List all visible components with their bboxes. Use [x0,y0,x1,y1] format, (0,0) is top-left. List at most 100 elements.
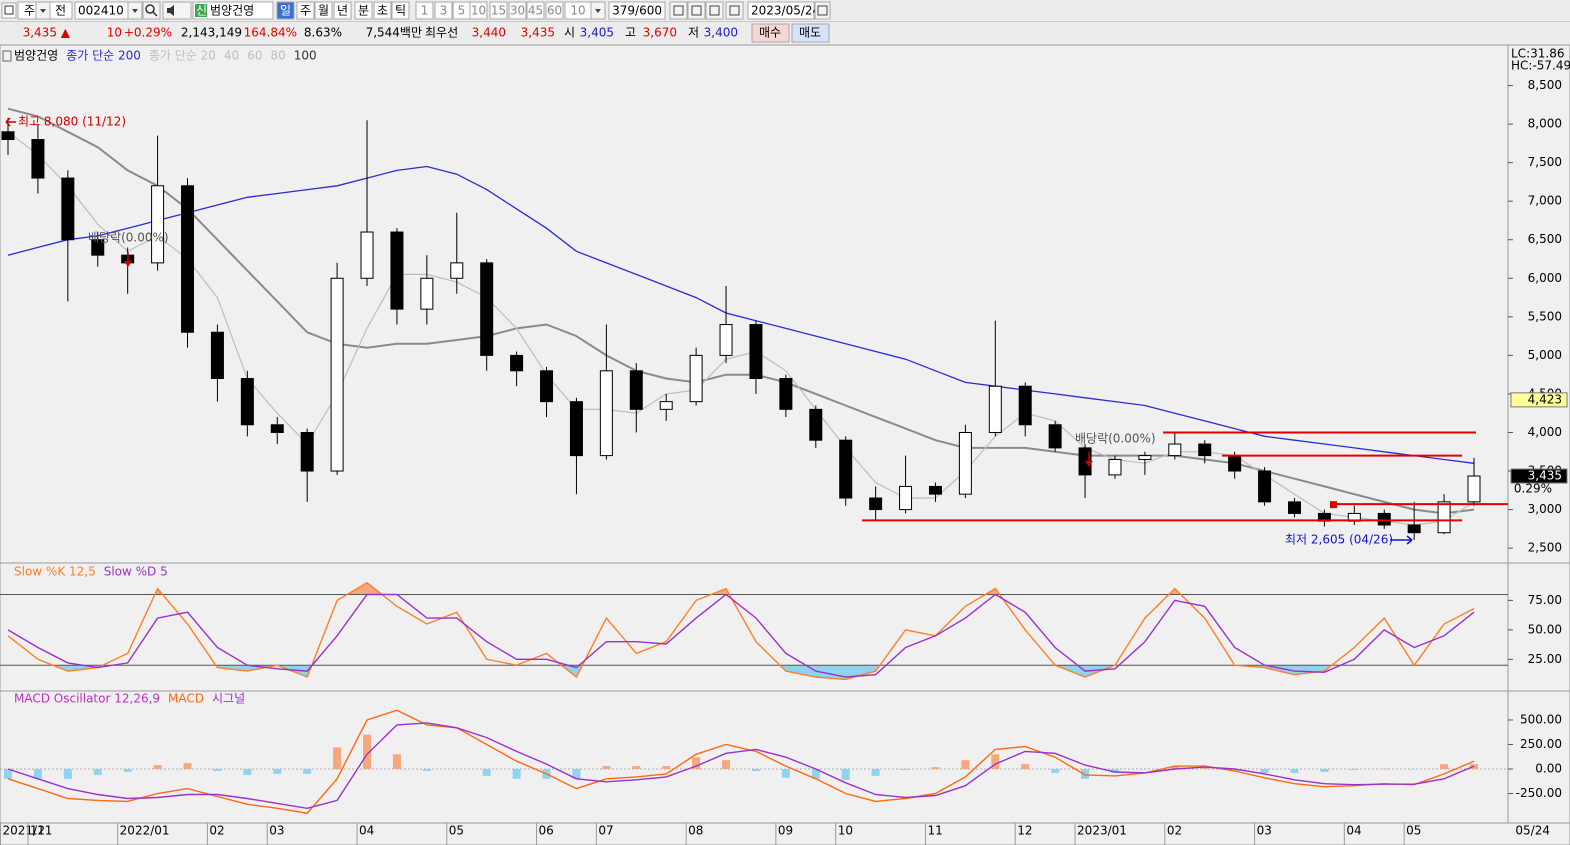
interval-button[interactable] [415,1,434,20]
candle-body [988,385,1002,433]
candle-body [360,231,374,279]
count-label[interactable]: 10 [570,4,585,18]
legend-entry: 종가 단순 20 [149,49,216,63]
oversold-area [8,665,1474,680]
interval-label[interactable]: 45 [528,4,543,18]
sound-button[interactable] [162,1,192,20]
y-tick-label: 5,500 [1528,309,1562,323]
period-label[interactable]: 초 [377,4,388,18]
oscillator-bar [153,765,162,770]
stock-name: 범양건영 [210,4,254,18]
price-marker [1510,468,1568,484]
period-label[interactable]: 주 [300,4,311,18]
badge-label: 신 [196,4,207,18]
time-label: 2023/01 [1077,824,1127,838]
tool-button[interactable] [669,1,688,20]
dropdown-arrow [40,9,46,13]
y-tick-label: -250.00 [1516,786,1562,800]
menu-icon[interactable] [1,2,17,19]
oscillator-bar [572,769,581,779]
stock-code[interactable]: 002410 [78,4,124,18]
candle-body [779,378,793,410]
time-label: 05/24 [1515,824,1550,838]
oscillator-bar [901,769,910,770]
candle-body [839,439,853,499]
interval-label[interactable]: 1 [421,4,429,18]
quote-turnover: 8.63% [304,26,342,40]
time-axis-area [0,822,1570,845]
type-button[interactable] [49,1,73,20]
interval-button[interactable] [526,1,545,20]
period-button[interactable] [276,1,295,20]
tool-icon [673,5,684,16]
date-field[interactable] [747,1,815,20]
oscillator-bar [93,769,102,775]
annotation: 배당락(0.00%) [88,231,169,245]
tool-icon [691,5,702,16]
interval-button[interactable] [489,1,508,20]
search-icon [145,4,155,14]
interval-label[interactable]: 60 [547,4,562,18]
tool-button[interactable] [687,1,706,20]
interval-button[interactable] [469,1,488,20]
legend-entry: 시그널 [212,692,245,706]
overbought-area [154,582,1181,595]
search-icon [152,11,158,17]
sell-button[interactable] [791,23,830,43]
quote-high-label: 고 [625,26,636,40]
time-label: 12 [1017,824,1032,838]
oscillator-bar [602,766,611,770]
annotation: 배당락(0.00%) [1075,432,1156,446]
candle-body [480,262,494,356]
interval-label[interactable]: 3 [440,4,448,18]
quote-open: 3,405 [580,26,614,40]
oscillator-bar [243,769,252,775]
calendar-icon [817,5,828,16]
period-button[interactable] [333,1,352,20]
tool-icon [729,5,740,16]
period-button[interactable] [373,1,392,20]
buy-button[interactable] [751,23,790,43]
quote-change-pct: +0.29% [124,26,172,40]
interval-label[interactable]: 5 [458,4,466,18]
quote-open-label: 시 [564,26,575,40]
period-button[interactable] [354,1,373,20]
candle-body [569,401,583,457]
candle-body [91,239,105,256]
interval-label[interactable]: 15 [491,4,506,18]
time-label: 08 [688,824,703,838]
candle-body [1048,424,1062,449]
interval-button[interactable] [545,1,564,20]
market-label[interactable]: 주 [24,4,35,18]
period-label[interactable]: 년 [337,4,348,18]
period-button[interactable] [296,1,315,20]
range-field [608,1,666,20]
y-tick-label: 6,000 [1528,271,1562,285]
tool-button[interactable] [725,1,744,20]
interval-label[interactable]: 30 [510,4,525,18]
candle-body [958,431,972,495]
legend-entry: MACD Oscillator 12,26,9 [14,692,160,706]
legend-entry: 40 [224,49,239,63]
calendar-button[interactable] [814,1,831,20]
date-label[interactable]: 2023/05/24 [751,4,820,18]
period-label[interactable]: 일 [280,4,291,18]
tool-button[interactable] [705,1,724,20]
interval-button[interactable] [434,1,453,20]
buy-label[interactable]: 매수 [759,26,781,40]
interval-label[interactable]: 10 [471,4,486,18]
oscillator-bar [63,769,72,779]
period-label[interactable]: 틱 [395,4,406,18]
y-tick-label: 8,000 [1528,117,1562,131]
period-label[interactable]: 분 [358,4,369,18]
type-label[interactable]: 전 [55,4,66,18]
period-button[interactable] [314,1,333,20]
period-button[interactable] [391,1,410,20]
candle-body [1287,501,1301,514]
legend-entry: Slow %D 5 [104,565,168,579]
interval-button[interactable] [508,1,527,20]
indicator-line [7,593,1475,678]
period-label[interactable]: 월 [318,4,329,18]
sell-label[interactable]: 매도 [799,26,821,40]
oscillator-bar [1230,769,1239,771]
